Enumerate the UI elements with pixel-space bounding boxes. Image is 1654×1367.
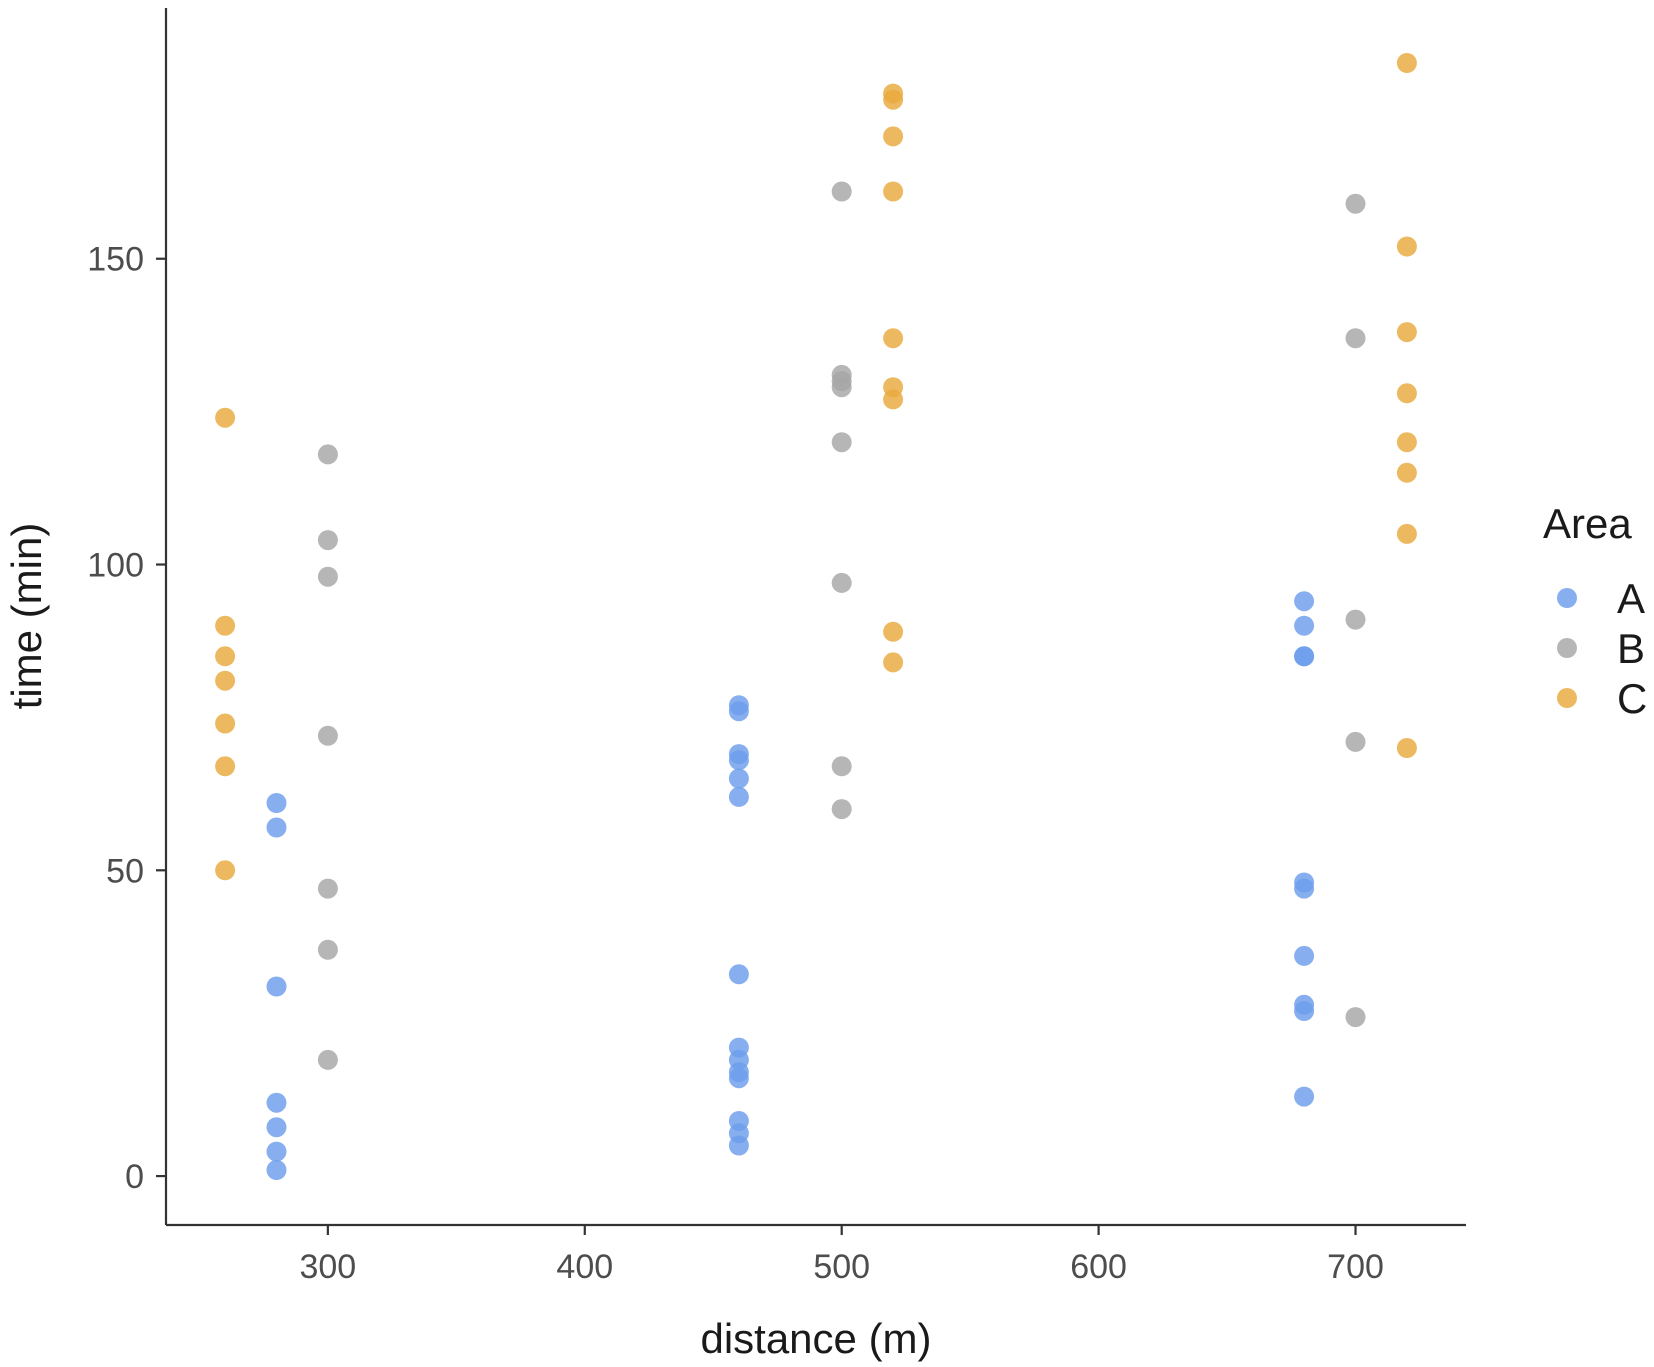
data-point (317, 939, 338, 960)
data-point (317, 878, 338, 899)
data-point (266, 976, 287, 997)
data-point (728, 750, 749, 771)
series-A (266, 591, 1315, 1180)
data-point (1294, 878, 1315, 899)
data-point (831, 377, 852, 398)
data-point (1294, 615, 1315, 636)
data-point (215, 646, 236, 667)
data-point (266, 1160, 287, 1180)
data-point (883, 89, 904, 110)
legend-label-B: B (1617, 625, 1645, 672)
ticks-layer: 300 400 500 600 700 0 50 100 150 (87, 241, 1384, 1286)
data-point (1294, 945, 1315, 966)
data-point (1294, 1086, 1315, 1107)
legend-key-C (1557, 688, 1577, 708)
data-point (883, 652, 904, 673)
x-axis-title: distance (m) (700, 1315, 931, 1362)
data-point (728, 786, 749, 807)
data-point (1294, 591, 1315, 612)
data-point (317, 566, 338, 587)
data-point (728, 701, 749, 722)
data-point (317, 530, 338, 551)
y-tick-label: 0 (125, 1158, 144, 1196)
data-point (1294, 1001, 1315, 1021)
y-tick-label: 100 (87, 547, 144, 585)
data-point (215, 407, 236, 428)
data-point (1396, 523, 1417, 544)
x-tick-label: 300 (299, 1248, 356, 1286)
data-point (1396, 322, 1417, 343)
data-point (1345, 328, 1366, 349)
y-axis-title: time (min) (3, 523, 50, 710)
data-point (266, 793, 287, 813)
legend-key-A (1557, 588, 1577, 608)
data-point (317, 1049, 338, 1070)
legend-key-B (1557, 638, 1577, 658)
data-point (728, 1135, 749, 1156)
legend-label-A: A (1617, 575, 1645, 622)
x-tick-label: 400 (556, 1248, 613, 1286)
data-point (728, 1068, 749, 1089)
data-point (883, 181, 904, 202)
data-point (883, 389, 904, 410)
y-tick-label: 150 (87, 241, 144, 279)
data-point (266, 817, 287, 838)
data-point (831, 432, 852, 453)
data-point (1396, 462, 1417, 483)
data-point (215, 713, 236, 734)
data-point (1396, 53, 1417, 73)
data-point (1396, 383, 1417, 404)
data-point (1345, 609, 1366, 630)
data-point (1345, 1007, 1366, 1028)
x-tick-label: 500 (813, 1248, 870, 1286)
data-point (728, 768, 749, 789)
data-point (1345, 193, 1366, 214)
data-point (883, 126, 904, 147)
legend-title: Area (1543, 500, 1632, 547)
data-point (215, 615, 236, 636)
data-point (1345, 731, 1366, 752)
data-point (215, 860, 236, 881)
x-tick-label: 700 (1327, 1248, 1384, 1286)
data-point (266, 1141, 287, 1162)
legend-label-C: C (1617, 675, 1647, 722)
series-C (215, 53, 1417, 881)
x-tick-label: 600 (1070, 1248, 1127, 1286)
data-point (831, 756, 852, 777)
data-point (1396, 738, 1417, 758)
y-tick-label: 50 (106, 852, 144, 890)
data-point (317, 725, 338, 746)
data-point (266, 1092, 287, 1113)
points-layer (215, 53, 1417, 1180)
series-B (317, 181, 1366, 1070)
data-point (317, 444, 338, 465)
data-point (883, 621, 904, 642)
data-point (831, 181, 852, 202)
data-point (215, 670, 236, 691)
data-point (215, 756, 236, 777)
axes-layer (164, 8, 1466, 1227)
data-point (831, 572, 852, 593)
legend: Area ABC (1543, 500, 1647, 722)
data-point (883, 328, 904, 349)
data-point (1396, 432, 1417, 453)
data-point (831, 799, 852, 820)
data-point (1396, 236, 1417, 257)
data-point (1294, 646, 1315, 667)
data-point (266, 1117, 287, 1138)
data-point (728, 964, 749, 985)
